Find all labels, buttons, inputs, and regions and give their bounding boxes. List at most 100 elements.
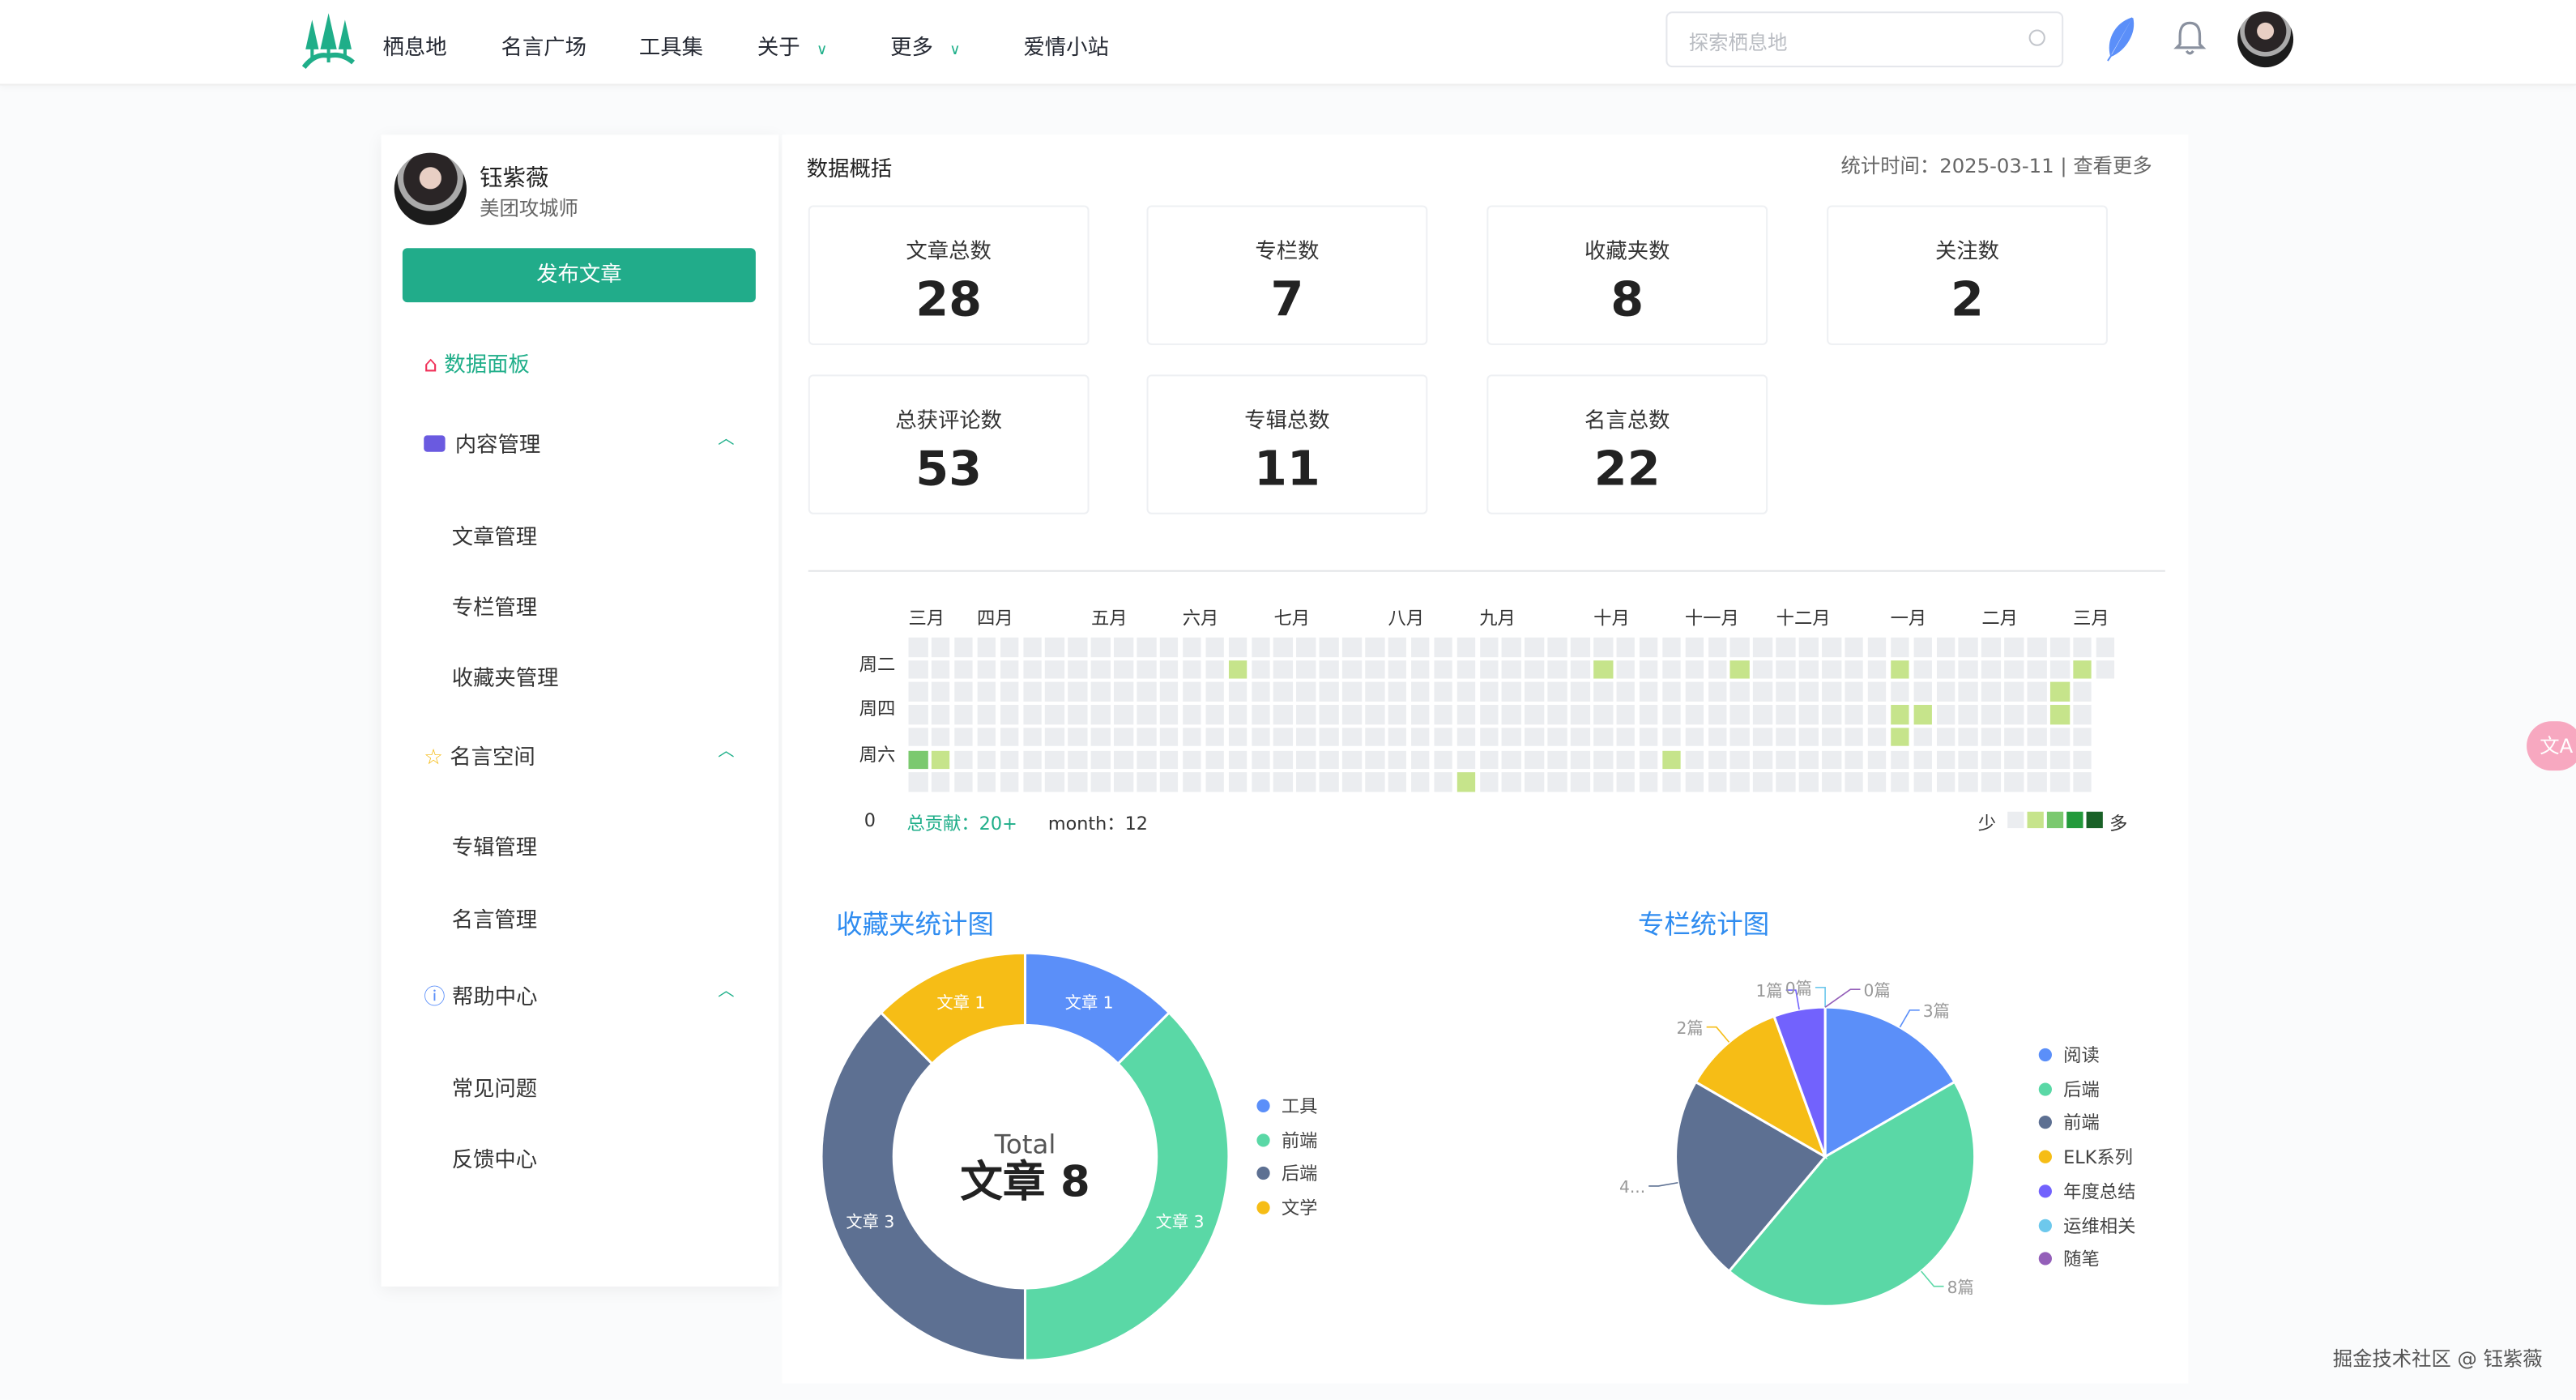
- translate-float-button[interactable]: 文A: [2527, 721, 2576, 771]
- heatmap-cell[interactable]: [1296, 637, 1316, 657]
- heatmap-cell[interactable]: [1045, 659, 1064, 679]
- heatmap-cell[interactable]: [1251, 772, 1270, 792]
- heatmap-cell[interactable]: [1959, 727, 1978, 747]
- heatmap-cell[interactable]: [1365, 705, 1384, 724]
- heatmap-cell[interactable]: [1205, 727, 1225, 747]
- heatmap-cell[interactable]: [1433, 682, 1453, 702]
- heatmap-cell[interactable]: [2049, 682, 2070, 702]
- heatmap-cell[interactable]: [1045, 705, 1064, 724]
- heatmap-cell[interactable]: [1845, 659, 1864, 679]
- legend-item[interactable]: 文学: [1256, 1195, 1317, 1221]
- heatmap-cell[interactable]: [1273, 682, 1293, 702]
- heatmap-cell[interactable]: [1798, 749, 1819, 770]
- heatmap-cell[interactable]: [1502, 749, 1521, 770]
- heatmap-cell[interactable]: [1000, 772, 1019, 792]
- heatmap-cell[interactable]: [1684, 637, 1704, 657]
- heatmap-cell[interactable]: [1433, 749, 1453, 770]
- heatmap-cell[interactable]: [1959, 772, 1978, 792]
- chevron-up-icon[interactable]: ︿: [718, 742, 735, 761]
- heatmap-cell[interactable]: [1319, 659, 1339, 679]
- legend-item[interactable]: 工具: [1256, 1093, 1317, 1119]
- heatmap-cell[interactable]: [1867, 682, 1887, 702]
- sidebar-group-help[interactable]: ⓘ 帮助中心: [424, 980, 537, 1010]
- heatmap-cell[interactable]: [1593, 749, 1613, 770]
- heatmap-cell[interactable]: [1593, 637, 1613, 657]
- heatmap-cell[interactable]: [1296, 727, 1316, 747]
- heatmap-cell[interactable]: [1114, 637, 1133, 657]
- heatmap-cell[interactable]: [1547, 705, 1567, 724]
- heatmap-cell[interactable]: [2049, 659, 2070, 679]
- heatmap-cell[interactable]: [1273, 727, 1293, 747]
- heatmap-cell[interactable]: [1000, 682, 1019, 702]
- heatmap-cell[interactable]: [1730, 659, 1750, 679]
- heatmap-cell[interactable]: [1251, 659, 1270, 679]
- heatmap-cell[interactable]: [1182, 772, 1202, 792]
- heatmap-cell[interactable]: [1708, 772, 1727, 792]
- heatmap-cell[interactable]: [1570, 749, 1590, 770]
- heatmap-cell[interactable]: [977, 705, 996, 724]
- heatmap-cell[interactable]: [1661, 659, 1682, 679]
- heatmap-cell[interactable]: [1959, 659, 1978, 679]
- heatmap-cell[interactable]: [953, 637, 974, 657]
- heatmap-cell[interactable]: [1365, 659, 1384, 679]
- heatmap-cell[interactable]: [2049, 749, 2070, 770]
- heatmap-cell[interactable]: [1456, 682, 1476, 702]
- heatmap-cell[interactable]: [1022, 772, 1042, 792]
- heatmap-cell[interactable]: [1319, 682, 1339, 702]
- heatmap-cell[interactable]: [1137, 705, 1156, 724]
- heatmap-cell[interactable]: [1616, 637, 1636, 657]
- heatmap-cell[interactable]: [1708, 637, 1727, 657]
- heatmap-cell[interactable]: [1913, 772, 1933, 792]
- stat-card[interactable]: 收藏夹数 8: [1486, 205, 1768, 345]
- heatmap-cell[interactable]: [1159, 705, 1179, 724]
- heatmap-cell[interactable]: [1684, 659, 1704, 679]
- sidebar-item-quote-manage[interactable]: 名言管理: [451, 908, 538, 933]
- heatmap-cell[interactable]: [931, 682, 950, 702]
- heatmap-cell[interactable]: [977, 637, 996, 657]
- heatmap-cell[interactable]: [1114, 659, 1133, 679]
- heatmap-cell[interactable]: [1913, 659, 1933, 679]
- heatmap-cell[interactable]: [1867, 637, 1887, 657]
- heatmap-cell[interactable]: [1319, 727, 1339, 747]
- nav-item-love[interactable]: 爱情小站: [1023, 30, 1108, 61]
- heatmap-cell[interactable]: [1228, 705, 1247, 724]
- heatmap-cell[interactable]: [1273, 637, 1293, 657]
- heatmap-cell[interactable]: [1845, 772, 1864, 792]
- heatmap-cell[interactable]: [1137, 727, 1156, 747]
- heatmap-cell[interactable]: [1708, 727, 1727, 747]
- heatmap-cell[interactable]: [1639, 705, 1658, 724]
- heatmap-cell[interactable]: [2027, 772, 2047, 792]
- heatmap-cell[interactable]: [1776, 772, 1795, 792]
- heatmap-cell[interactable]: [2049, 637, 2070, 657]
- heatmap-cell[interactable]: [1570, 727, 1590, 747]
- heatmap-cell[interactable]: [1388, 727, 1407, 747]
- heatmap-cell[interactable]: [1822, 659, 1841, 679]
- heatmap-cell[interactable]: [2004, 659, 2024, 679]
- heatmap-cell[interactable]: [1890, 772, 1909, 792]
- heatmap-cell[interactable]: [2004, 705, 2024, 724]
- heatmap-cell[interactable]: [1388, 772, 1407, 792]
- heatmap-cell[interactable]: [1090, 659, 1111, 679]
- heatmap-cell[interactable]: [1068, 727, 1088, 747]
- heatmap-cell[interactable]: [977, 727, 996, 747]
- heatmap-cell[interactable]: [1479, 682, 1499, 702]
- heatmap-cell[interactable]: [1935, 749, 1955, 770]
- heatmap-cell[interactable]: [2049, 727, 2070, 747]
- heatmap-cell[interactable]: [953, 772, 974, 792]
- heatmap-cell[interactable]: [1000, 749, 1019, 770]
- heatmap-cell[interactable]: [2027, 637, 2047, 657]
- heatmap-cell[interactable]: [1616, 727, 1636, 747]
- sidebar-item-faq[interactable]: 常见问题: [451, 1078, 538, 1103]
- heatmap-cell[interactable]: [1502, 637, 1521, 657]
- heatmap-cell[interactable]: [1593, 682, 1613, 702]
- heatmap-cell[interactable]: [953, 705, 974, 724]
- legend-item[interactable]: 后端: [2038, 1076, 2100, 1102]
- heatmap-cell[interactable]: [1433, 637, 1453, 657]
- heatmap-cell[interactable]: [1502, 727, 1521, 747]
- heatmap-cell[interactable]: [1365, 727, 1384, 747]
- heatmap-cell[interactable]: [953, 749, 974, 770]
- sidebar-item-articles[interactable]: 文章管理: [451, 525, 538, 551]
- heatmap-cell[interactable]: [1616, 682, 1636, 702]
- heatmap-cell[interactable]: [1251, 682, 1270, 702]
- heatmap-cell[interactable]: [1410, 682, 1430, 702]
